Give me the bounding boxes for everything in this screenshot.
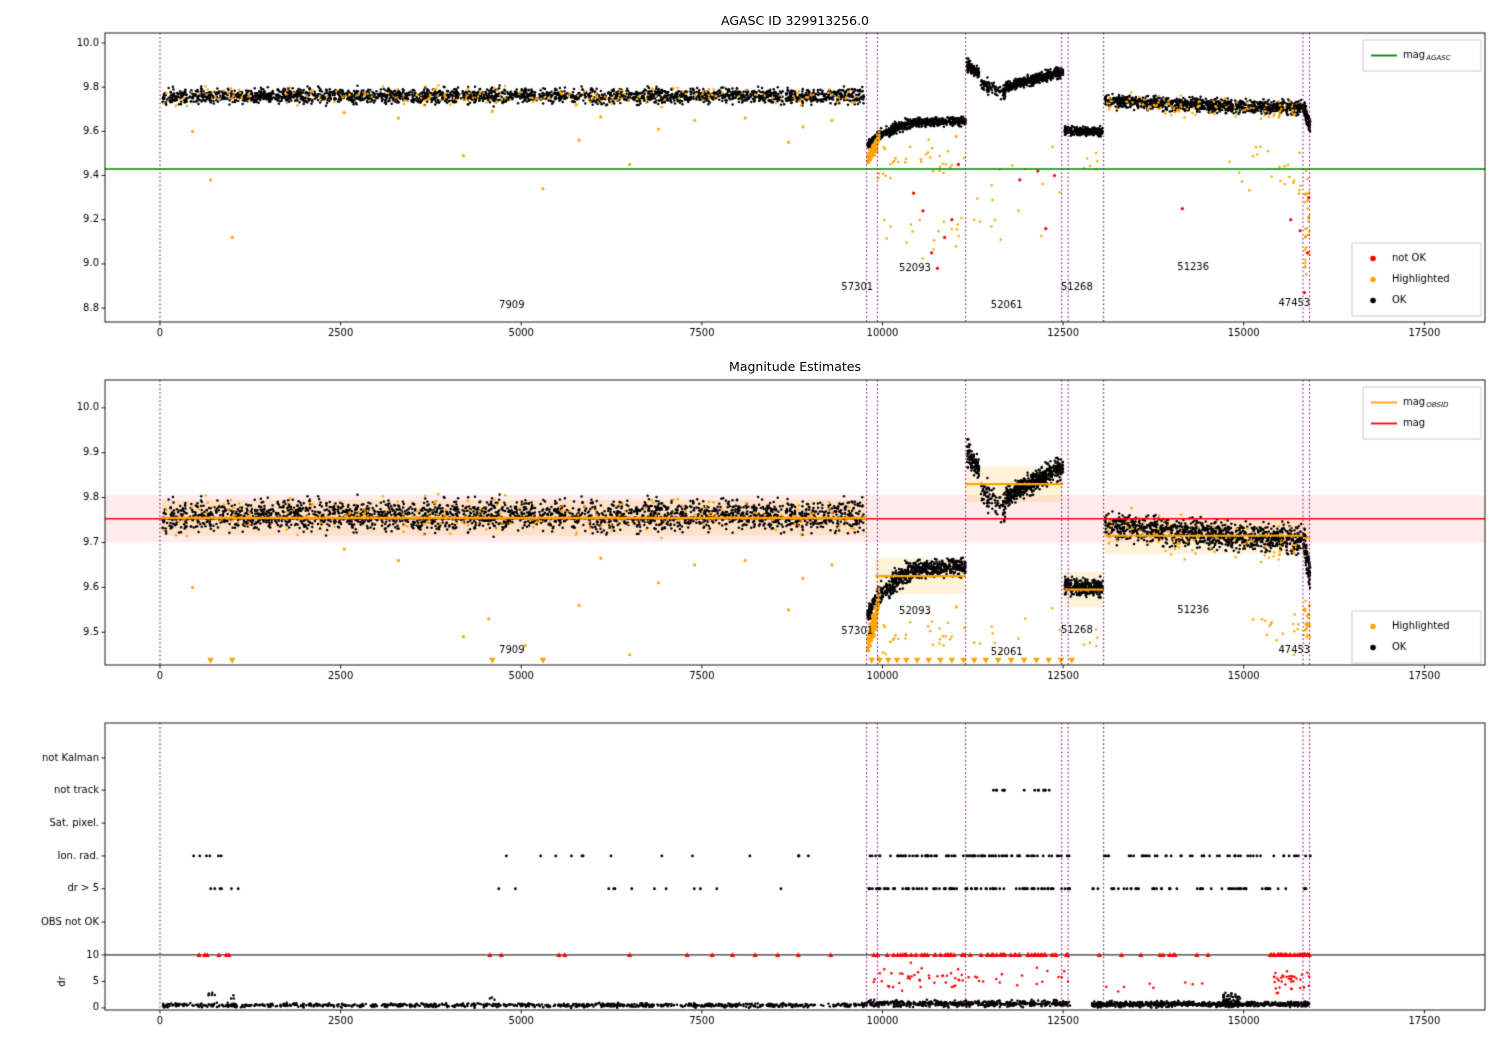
top-chart-title: AGASC ID 329913256.0 (721, 13, 869, 28)
middle-chart-title: Magnitude Estimates (729, 359, 861, 374)
